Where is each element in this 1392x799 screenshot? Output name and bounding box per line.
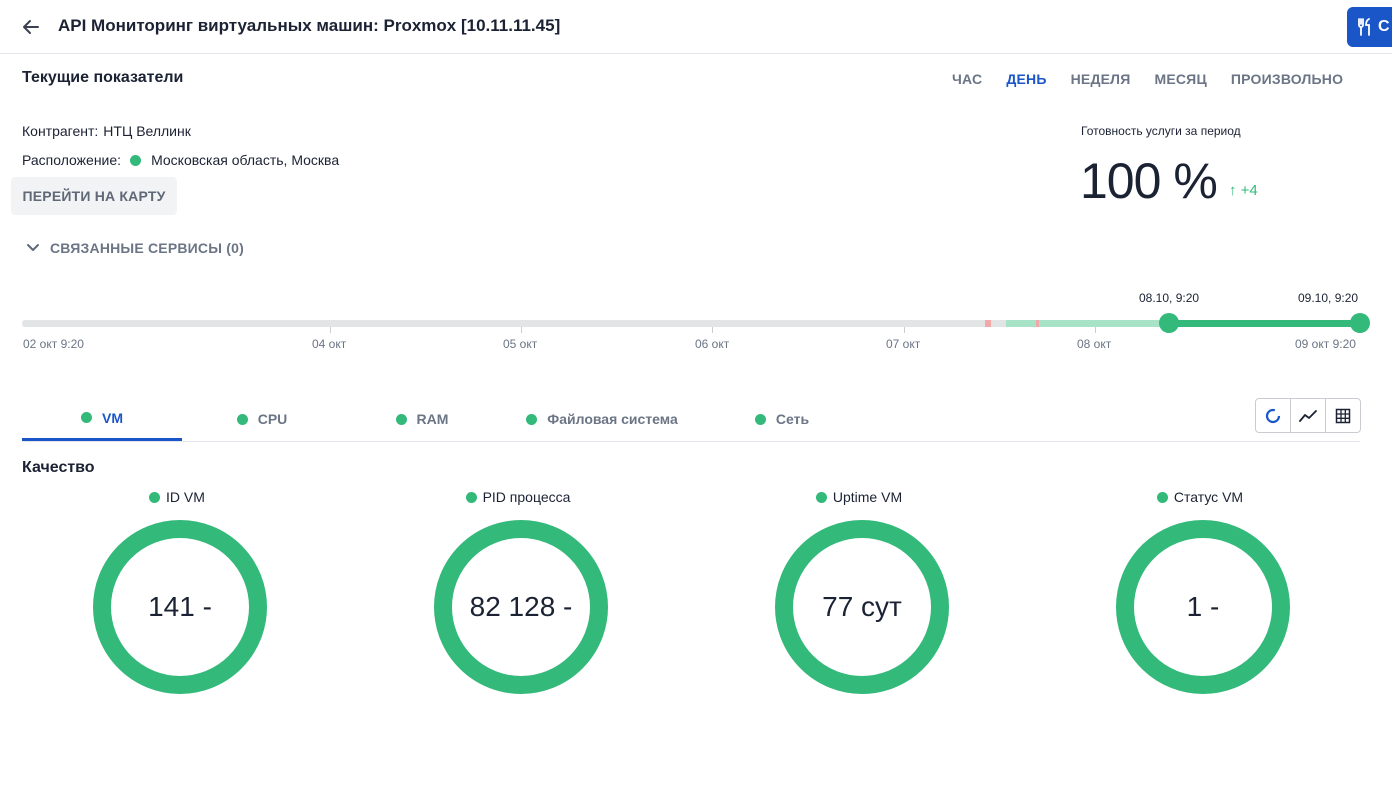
- gauge-value: 141 -: [148, 591, 212, 622]
- gauge-label: Uptime VM: [769, 488, 949, 506]
- related-services-label: СВЯЗАННЫЕ СЕРВИСЫ (0): [50, 240, 244, 256]
- timeline-selected-range: [1169, 320, 1360, 327]
- tab-label: RAM: [416, 411, 449, 427]
- timeline-tick-label: 08 окт: [1077, 337, 1112, 351]
- timeline-tick-mark: [330, 327, 331, 333]
- readiness-delta: ↑ +4: [1229, 182, 1258, 199]
- timeline-tick-label: 06 окт: [695, 337, 730, 351]
- gauge-ring: 1 -: [1116, 520, 1290, 694]
- gauge-label-text: Uptime VM: [832, 489, 903, 505]
- status-dot: [149, 491, 161, 503]
- donut-chart-icon: [1265, 408, 1281, 423]
- page-title: API Мониторинг виртуальных машин: Proxmo…: [58, 16, 561, 35]
- period-tab-custom[interactable]: ПРОИЗВОЛЬНО: [1230, 71, 1344, 87]
- gauge-pid: PID процесса 82 128 -: [428, 488, 608, 694]
- timeline-end-date: 09.10, 9:20: [1298, 291, 1359, 305]
- contractor-label: Контрагент:: [22, 123, 99, 139]
- tab-label: CPU: [257, 411, 288, 427]
- tab-label: Файловая система: [547, 411, 678, 427]
- gauge-label: PID процесса: [428, 488, 608, 506]
- status-dot: [815, 491, 827, 503]
- contractor-value: НТЦ Веллинк: [103, 123, 191, 139]
- period-tab-month[interactable]: МЕСЯЦ: [1154, 71, 1207, 87]
- availability-timeline[interactable]: 08.10, 9:20 09.10, 9:20 02 окт 9:20 04 о…: [0, 285, 1392, 355]
- view-switch: [1255, 398, 1361, 433]
- timeline-start-date: 08.10, 9:20: [1139, 291, 1200, 305]
- gauge-value: 77 сут: [822, 591, 902, 622]
- tab-label: VM: [102, 409, 123, 426]
- related-services-toggle[interactable]: СВЯЗАННЫЕ СЕРВИСЫ (0): [26, 240, 244, 256]
- quality-title: Качество: [22, 459, 95, 476]
- gauge-ring: 82 128 -: [434, 520, 608, 694]
- gauge-id-vm: ID VM 141 -: [87, 488, 267, 694]
- metric-tabs: VM CPU RAM Файловая система Сеть: [22, 397, 1360, 442]
- page-header: API Мониторинг виртуальных машин: Proxmo…: [0, 0, 1392, 54]
- timeline-tick-label: 07 окт: [886, 337, 921, 351]
- gauge-label-text: Статус VM: [1173, 489, 1244, 505]
- gauge-value: 82 128 -: [469, 591, 573, 622]
- period-tab-day[interactable]: ДЕНЬ: [1006, 71, 1047, 87]
- status-dot: [1156, 491, 1168, 503]
- tab-ram[interactable]: RAM: [342, 397, 502, 441]
- table-view-button[interactable]: [1326, 399, 1360, 432]
- donut-view-button[interactable]: [1256, 399, 1291, 432]
- timeline-tick-mark: [904, 327, 905, 333]
- location-status-dot: [130, 154, 142, 166]
- section-title: Текущие показатели: [22, 69, 184, 86]
- gauge-label-text: PID процесса: [482, 489, 571, 505]
- status-dot: [395, 413, 407, 425]
- gauge-ring: 77 сут: [775, 520, 949, 694]
- tab-vm[interactable]: VM: [22, 397, 182, 441]
- status-dot: [465, 491, 477, 503]
- tab-network[interactable]: Сеть: [722, 397, 842, 441]
- timeline-end-handle[interactable]: [1350, 313, 1370, 333]
- status-dot: [236, 413, 248, 425]
- header-action-button[interactable]: С: [1347, 7, 1392, 47]
- line-chart-icon: [1299, 409, 1317, 422]
- gauge-value: 1 -: [1186, 591, 1220, 622]
- gauge-label-text: ID VM: [166, 489, 205, 505]
- timeline-tick-label: 09 окт 9:20: [1295, 337, 1356, 351]
- gauge-status: Статус VM 1 -: [1110, 488, 1290, 694]
- location-label: Расположение:: [22, 152, 122, 168]
- location-value: Московская область, Москва: [151, 152, 340, 168]
- chevron-down-icon: [27, 244, 39, 251]
- timeline-tick-label: 04 окт: [312, 337, 347, 351]
- gauge-label: Статус VM: [1110, 488, 1290, 506]
- table-grid-icon: [1335, 408, 1351, 423]
- readiness-value: 100 %: [1080, 153, 1218, 209]
- tab-filesystem[interactable]: Файловая система: [502, 397, 702, 441]
- location-line: Расположение: Московская область, Москва: [22, 152, 339, 168]
- header-action-label: С: [1378, 18, 1390, 35]
- back-button[interactable]: [18, 14, 44, 40]
- timeline-tick-label: 02 окт 9:20: [23, 337, 84, 351]
- timeline-ok-segment: [1039, 320, 1169, 327]
- contractor-line: Контрагент: НТЦ Веллинк: [22, 123, 191, 139]
- arrow-left-icon: [23, 20, 39, 34]
- timeline-ok-segment: [1006, 320, 1036, 327]
- timeline-error-segment: [985, 320, 991, 327]
- tab-label: Сеть: [775, 411, 810, 427]
- go-to-map-button[interactable]: ПЕРЕЙТИ НА КАРТУ: [11, 177, 177, 215]
- timeline-tick-mark: [712, 327, 713, 333]
- timeline-start-handle[interactable]: [1159, 313, 1179, 333]
- status-dot: [526, 413, 538, 425]
- timeline-tick-mark: [1095, 327, 1096, 333]
- status-dot: [754, 413, 766, 425]
- period-tabs: ЧАС ДЕНЬ НЕДЕЛЯ МЕСЯЦ ПРОИЗВОЛЬНО: [952, 71, 1343, 87]
- period-tab-week[interactable]: НЕДЕЛЯ: [1070, 71, 1131, 87]
- tab-cpu[interactable]: CPU: [182, 397, 342, 441]
- line-view-button[interactable]: [1291, 399, 1326, 432]
- timeline-tick-label: 05 окт: [503, 337, 538, 351]
- gauge-label: ID VM: [87, 488, 267, 506]
- timeline-track: [22, 320, 1360, 327]
- utensils-icon: [1358, 18, 1370, 36]
- gauge-uptime: Uptime VM 77 сут: [769, 488, 949, 694]
- status-dot: [81, 412, 92, 423]
- timeline-error-segment: [1036, 320, 1039, 327]
- period-tab-hour[interactable]: ЧАС: [952, 71, 983, 87]
- gauge-ring: 141 -: [93, 520, 267, 694]
- timeline-tick-mark: [521, 327, 522, 333]
- readiness-label: Готовность услуги за период: [1081, 124, 1241, 138]
